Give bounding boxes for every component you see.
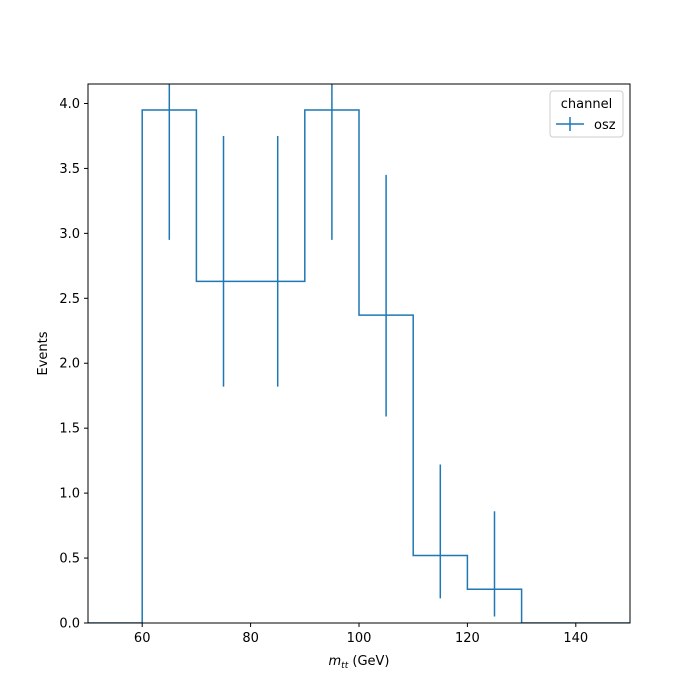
y-tick-label: 1.0 (59, 487, 80, 502)
x-tick-label: 140 (563, 631, 588, 646)
y-tick-label: 3.5 (59, 162, 80, 177)
x-tick-label: 80 (242, 631, 259, 646)
x-tick-label: 60 (134, 631, 151, 646)
y-tick-label: 0.5 (59, 552, 80, 567)
x-tick-label: 100 (347, 631, 372, 646)
y-tick-label: 2.5 (59, 292, 80, 307)
y-tick-label: 1.5 (59, 422, 80, 437)
y-tick-label: 0.0 (59, 617, 80, 632)
x-axis-title: mtt (GeV) (329, 654, 390, 671)
histogram-step-line-osz (88, 109, 630, 623)
legend-box (549, 90, 624, 138)
y-tick-label: 3.0 (59, 227, 80, 242)
y-tick-label: 2.0 (59, 357, 80, 372)
legend-entry-osz: osz (594, 118, 616, 133)
y-tick-label: 4.0 (59, 97, 80, 112)
x-tick-label: 120 (455, 631, 480, 646)
legend: channel osz (549, 90, 624, 138)
legend-title: channel (561, 97, 612, 112)
y-axis-title: Events (36, 331, 51, 375)
